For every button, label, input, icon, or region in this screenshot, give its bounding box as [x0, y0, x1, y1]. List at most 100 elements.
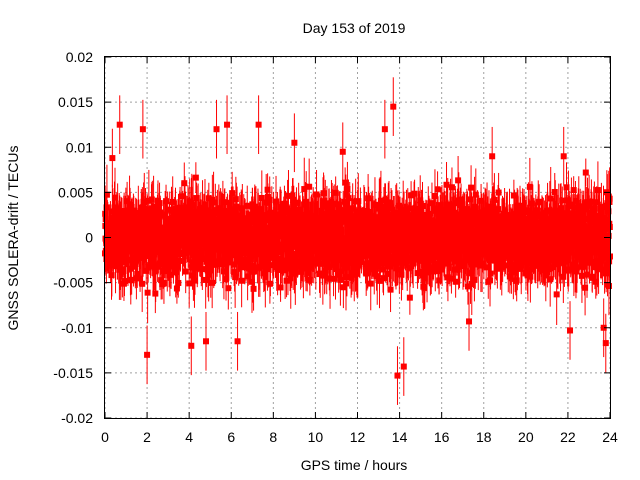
data-point	[471, 276, 478, 283]
data-point	[331, 217, 338, 224]
data-point	[267, 262, 274, 269]
data-point	[458, 196, 465, 203]
data-point	[160, 268, 167, 275]
data-point	[345, 195, 352, 202]
data-point	[484, 207, 491, 214]
data-point	[532, 252, 539, 259]
data-point	[512, 261, 519, 268]
data-point	[380, 275, 387, 282]
data-point	[124, 198, 131, 205]
data-point	[222, 238, 229, 245]
data-point	[285, 192, 292, 199]
data-point	[169, 198, 176, 205]
data-point	[384, 257, 391, 264]
data-point	[208, 223, 215, 230]
data-point	[273, 260, 280, 267]
data-point	[243, 256, 250, 263]
data-point	[374, 273, 381, 280]
data-point	[406, 223, 413, 230]
data-point	[376, 205, 383, 212]
data-point	[488, 251, 495, 258]
data-point	[193, 253, 200, 260]
data-point	[332, 189, 339, 196]
data-point	[467, 196, 474, 203]
data-point	[133, 275, 140, 282]
data-point	[356, 255, 363, 262]
data-point	[192, 174, 199, 181]
data-point	[313, 247, 320, 254]
data-point	[447, 202, 454, 209]
data-point	[258, 194, 265, 201]
data-point	[494, 265, 501, 272]
data-point	[343, 274, 350, 281]
data-point	[460, 258, 467, 265]
data-point	[306, 183, 313, 190]
data-point	[293, 225, 300, 232]
data-point	[303, 198, 310, 205]
data-point	[121, 207, 128, 214]
data-point	[136, 233, 143, 240]
data-point	[513, 212, 520, 219]
data-point	[349, 205, 356, 212]
data-point	[205, 195, 212, 202]
data-point	[283, 277, 290, 284]
data-point	[159, 239, 166, 246]
data-point	[168, 263, 175, 270]
data-point	[490, 204, 497, 211]
data-point	[248, 278, 255, 285]
data-point	[186, 280, 193, 287]
data-point	[263, 266, 270, 273]
data-point	[291, 219, 298, 226]
data-point	[470, 207, 477, 214]
data-point	[119, 214, 126, 221]
data-point	[414, 270, 421, 277]
data-point	[408, 192, 415, 199]
data-point	[117, 256, 124, 263]
data-point	[244, 202, 251, 209]
data-point	[419, 268, 426, 275]
data-point	[119, 268, 126, 275]
data-point	[468, 184, 475, 191]
data-point	[384, 209, 391, 216]
data-point	[221, 199, 228, 206]
data-point	[239, 207, 246, 214]
data-point	[144, 289, 151, 296]
data-point	[301, 186, 308, 193]
data-point	[519, 254, 526, 261]
data-point	[232, 196, 239, 203]
data-point	[266, 280, 273, 287]
data-point	[282, 267, 289, 274]
data-point	[342, 179, 349, 186]
data-point	[336, 271, 343, 278]
data-point	[201, 201, 208, 208]
data-point	[536, 198, 543, 205]
data-point	[111, 194, 118, 201]
data-point	[448, 275, 455, 282]
data-point	[300, 264, 307, 271]
data-series	[102, 77, 613, 405]
data-point	[420, 227, 427, 234]
data-point	[396, 266, 403, 273]
data-point	[244, 273, 251, 280]
data-point	[102, 216, 109, 223]
data-point	[525, 259, 532, 266]
data-point	[232, 274, 239, 281]
data-point	[518, 260, 525, 267]
data-point	[451, 266, 458, 273]
data-point	[181, 180, 188, 187]
data-point	[330, 200, 337, 207]
data-point	[377, 202, 384, 209]
data-point	[436, 277, 443, 284]
data-point	[259, 219, 266, 226]
data-point	[392, 213, 399, 220]
data-point	[395, 202, 402, 209]
data-point	[209, 279, 216, 286]
data-point	[289, 243, 296, 250]
data-point	[441, 212, 448, 219]
data-point	[132, 260, 139, 267]
data-point	[452, 278, 459, 285]
data-point	[443, 260, 450, 267]
data-point	[163, 226, 170, 233]
data-point	[447, 255, 454, 262]
data-point	[229, 190, 236, 197]
